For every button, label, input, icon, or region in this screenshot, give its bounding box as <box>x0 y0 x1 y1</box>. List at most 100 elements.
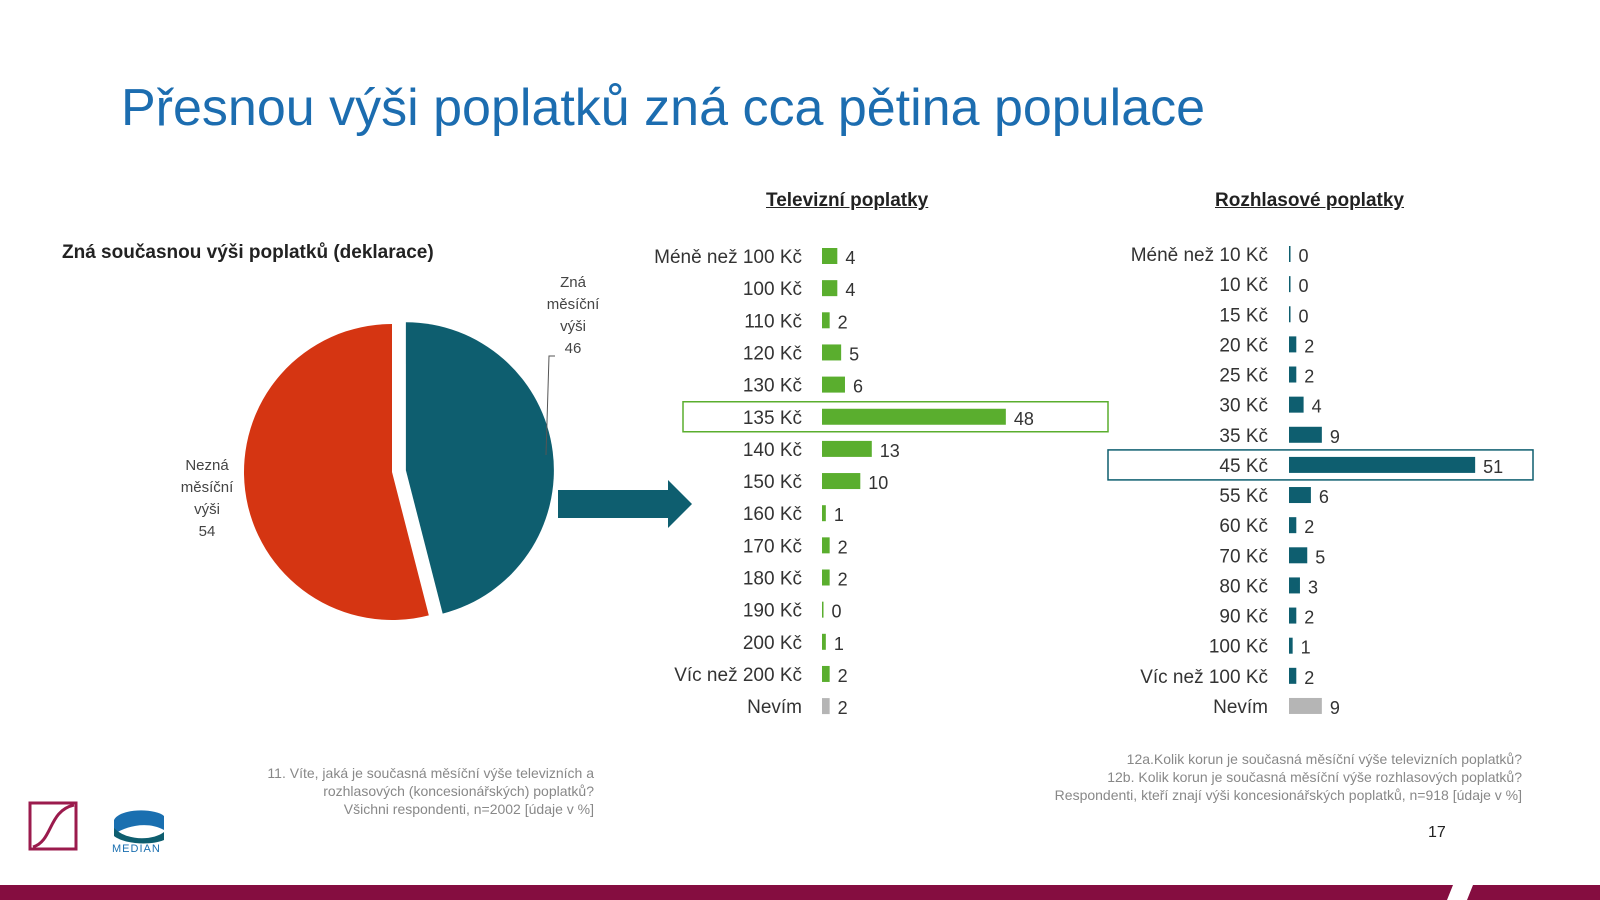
category-label: Víc než 200 Kč <box>674 665 802 686</box>
category-label: 190 Kč <box>743 601 802 622</box>
bar <box>822 440 872 457</box>
category-label: 100 Kč <box>743 279 802 300</box>
bar <box>1289 577 1300 594</box>
bar <box>1289 366 1297 383</box>
category-label: 55 Kč <box>1219 486 1268 507</box>
value-label: 0 <box>1299 276 1309 296</box>
footnote-right: 12a.Kolik korun je současná měsíční výše… <box>1054 751 1522 803</box>
category-label: 130 Kč <box>743 376 802 397</box>
pie-label-unknown: Nezná měsíční výši 54 <box>180 457 234 540</box>
bar <box>822 665 830 682</box>
value-label: 9 <box>1330 427 1340 447</box>
bar <box>822 569 830 586</box>
category-label: 160 Kč <box>743 504 802 525</box>
value-label: 2 <box>1304 668 1314 688</box>
category-label: 110 Kč <box>744 311 802 332</box>
bar <box>1289 637 1293 654</box>
bar <box>1289 547 1308 564</box>
value-label: 9 <box>1330 698 1340 718</box>
bar <box>822 698 830 715</box>
value-label: 6 <box>1319 487 1329 507</box>
footnote-left: 11. Víte, jaká je současná měsíční výše … <box>267 765 594 817</box>
bar <box>822 312 830 329</box>
category-label: 140 Kč <box>743 440 802 461</box>
bar <box>822 537 830 554</box>
category-label: Nevím <box>1213 697 1268 718</box>
highlight-box <box>682 401 1109 433</box>
bar <box>822 376 845 393</box>
bar <box>822 505 826 522</box>
category-label: 200 Kč <box>743 633 802 654</box>
bar <box>822 280 838 297</box>
value-label: 2 <box>1304 336 1314 356</box>
pie-label-known: Zná měsíční výši 46 <box>546 274 600 357</box>
arrow-right-icon <box>558 480 692 528</box>
category-label: 60 Kč <box>1219 516 1268 537</box>
value-label: 2 <box>838 570 848 590</box>
bar <box>1289 306 1291 323</box>
value-label: 13 <box>880 441 900 461</box>
category-label: 30 Kč <box>1219 396 1268 417</box>
bar <box>822 473 861 490</box>
category-label: Víc než 100 Kč <box>1140 667 1268 688</box>
highlight-box <box>1107 449 1534 481</box>
value-label: 2 <box>838 312 848 332</box>
category-label: Nevím <box>747 697 802 718</box>
value-label: 4 <box>1312 397 1322 417</box>
category-label: 45 Kč <box>1219 456 1268 477</box>
pie-slice-1 <box>243 324 429 620</box>
category-label: 180 Kč <box>743 569 802 590</box>
value-label: 5 <box>1315 547 1325 567</box>
pie-slice-0 <box>405 322 554 614</box>
bar <box>1289 246 1291 262</box>
bar <box>822 408 1006 425</box>
bar <box>1289 336 1297 353</box>
category-label: 90 Kč <box>1219 607 1268 628</box>
category-label: 10 Kč <box>1219 275 1268 296</box>
bar <box>1289 697 1322 714</box>
value-label: 2 <box>838 698 848 718</box>
bar <box>1289 276 1291 293</box>
footer-bar <box>0 885 1600 900</box>
category-label: 35 Kč <box>1219 426 1268 447</box>
value-label: 10 <box>868 473 888 493</box>
slide-title: Přesnou výši poplatků zná cca pětina pop… <box>121 79 1206 137</box>
value-label: 1 <box>834 634 844 654</box>
category-label: 25 Kč <box>1219 366 1268 387</box>
value-label: 2 <box>838 537 848 557</box>
bar <box>1289 396 1304 413</box>
category-label: 120 Kč <box>743 343 802 364</box>
value-label: 1 <box>1301 638 1311 658</box>
value-label: 51 <box>1483 457 1503 477</box>
median-logo: MEDIAN <box>112 810 164 854</box>
bar <box>822 248 838 264</box>
value-label: 3 <box>1308 577 1318 597</box>
bar <box>1289 667 1297 684</box>
bar <box>822 633 826 650</box>
value-label: 0 <box>832 602 842 622</box>
category-label: 15 Kč <box>1219 305 1268 326</box>
value-label: 2 <box>1304 517 1314 537</box>
bar <box>822 601 824 618</box>
pie-leader-line <box>545 355 555 456</box>
category-label: Méně než 100 Kč <box>654 247 802 268</box>
bar <box>1289 607 1297 624</box>
category-label: 70 Kč <box>1219 546 1268 567</box>
ceske-logo <box>28 801 78 851</box>
value-label: 2 <box>1304 608 1314 628</box>
bar <box>1289 456 1476 473</box>
category-label: 80 Kč <box>1219 576 1268 597</box>
value-label: 6 <box>853 377 863 397</box>
footer-slash <box>1447 885 1473 900</box>
value-label: 0 <box>1299 246 1309 266</box>
median-logo-text: MEDIAN <box>112 843 161 854</box>
bar <box>1289 426 1322 443</box>
category-label: Méně než 10 Kč <box>1131 245 1268 266</box>
bar <box>1289 487 1311 504</box>
value-label: 5 <box>849 344 859 364</box>
category-label: 150 Kč <box>743 472 802 493</box>
value-label: 1 <box>834 505 844 525</box>
category-label: 170 Kč <box>743 536 802 557</box>
tv-chart-title: Televizní poplatky <box>766 190 929 211</box>
